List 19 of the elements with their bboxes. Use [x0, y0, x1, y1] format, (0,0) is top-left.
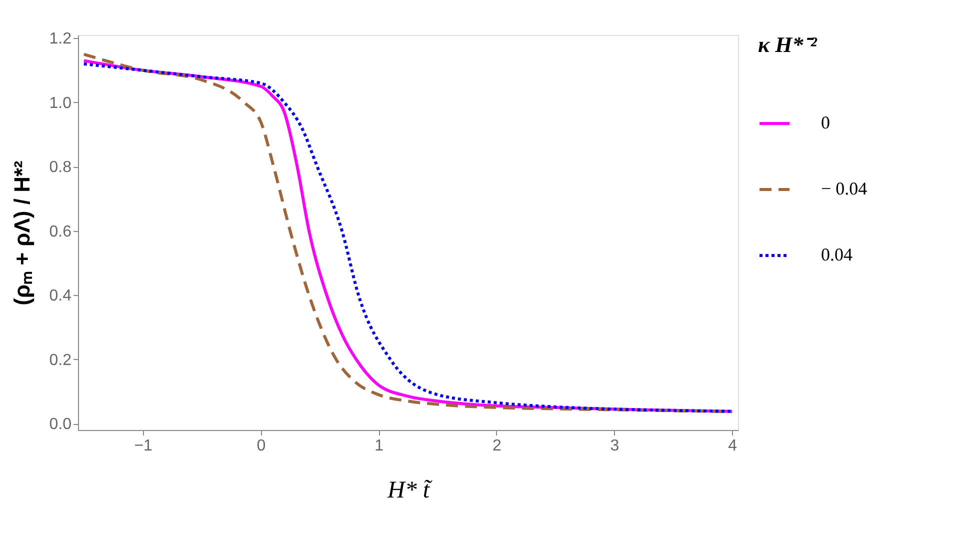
y-tick-label: 1.2 — [49, 30, 72, 48]
legend-label: 0.04 — [821, 244, 852, 264]
y-tick-label: 0.6 — [49, 223, 72, 240]
legend-title: κ H*⁻² — [758, 32, 818, 57]
legend-label: − 0.04 — [821, 178, 868, 198]
y-axis-title: (ρₘ + ρΛ) / H*² — [9, 160, 34, 306]
y-tick-label: 1.0 — [49, 94, 72, 112]
x-tick-label: 3 — [610, 438, 620, 454]
x-tick-label: 1 — [374, 438, 384, 454]
x-tick-label: 2 — [492, 438, 502, 454]
x-tick-label: −1 — [134, 438, 153, 454]
legend-label: 0 — [821, 112, 830, 132]
y-tick-label: 0.8 — [49, 159, 72, 176]
y-tick-label: 0.2 — [49, 352, 72, 369]
y-tick-label: 0.0 — [49, 416, 72, 434]
y-tick-label: 0.4 — [49, 288, 72, 305]
x-tick-label: 0 — [256, 438, 266, 454]
x-axis-title: H* t̃ — [386, 478, 433, 504]
x-tick-label: 4 — [728, 438, 738, 454]
